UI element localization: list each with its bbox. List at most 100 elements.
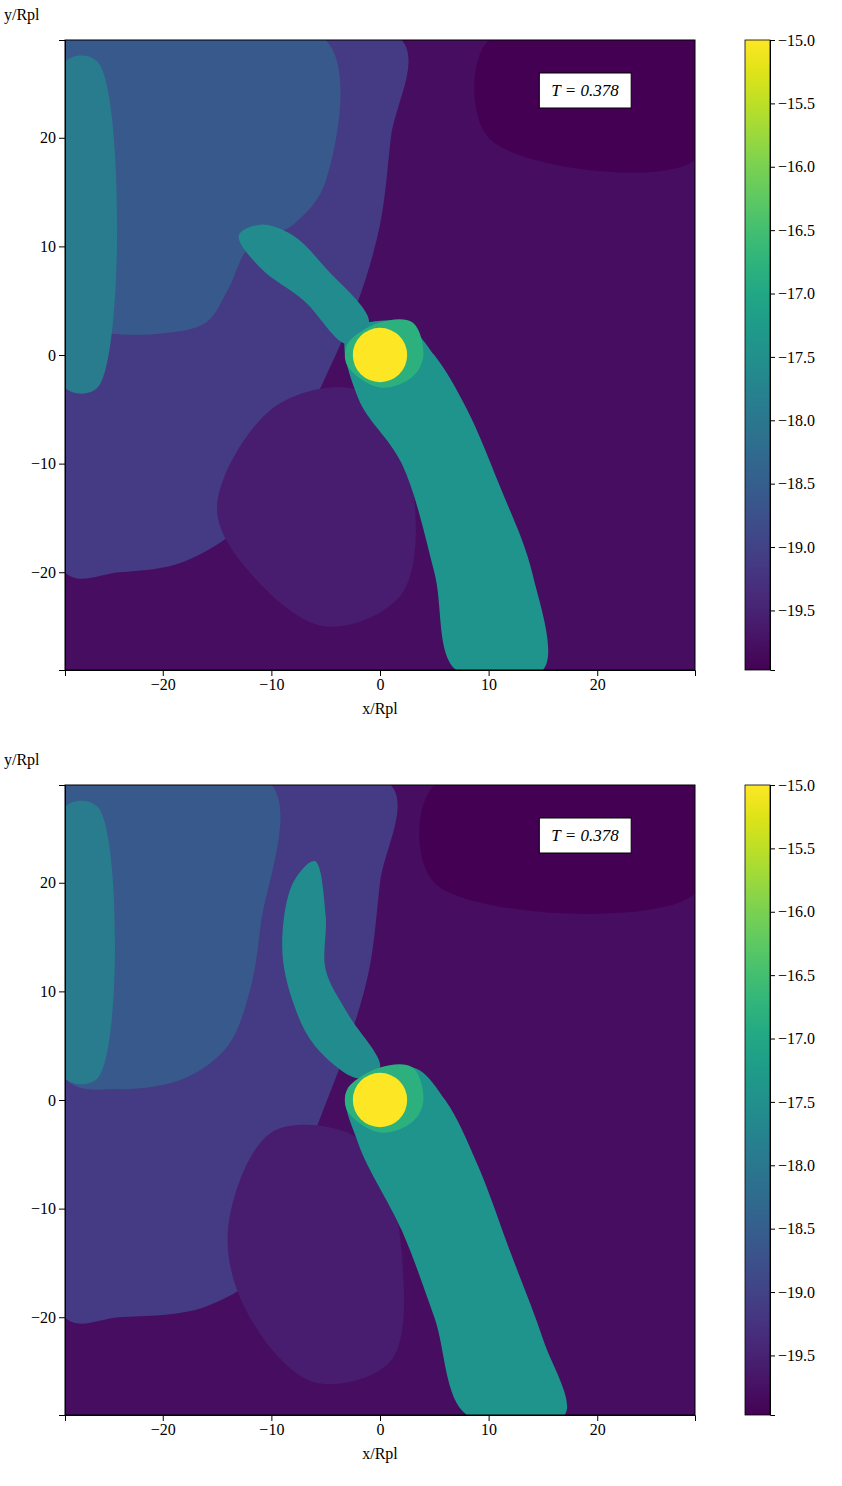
colorbar-axis-tick-label: −17.0 — [778, 1030, 815, 1047]
x-axis: −20−1001020 — [66, 1415, 696, 1438]
density-region — [419, 785, 695, 914]
colorbar-axis-line — [771, 786, 776, 1416]
x-axis-line — [66, 1416, 696, 1422]
colorbar-axis-tick-label: −15.5 — [778, 840, 815, 857]
x-axis-tick-label: −10 — [259, 1421, 284, 1438]
y-axis-tick-mark — [59, 1209, 65, 1210]
y-axis-tick-label: 10 — [40, 983, 56, 1000]
colorbar-axis-tick-label: −16.5 — [778, 967, 815, 984]
x-axis-tick-mark — [489, 670, 490, 676]
y-axis-tick: −10 — [31, 455, 65, 472]
colorbar-axis-tick: −17.0 — [770, 1030, 815, 1047]
x-axis-tick-mark — [271, 670, 272, 676]
y-axis-tick-label: 0 — [48, 1092, 56, 1109]
x-axis-tick: 20 — [590, 1415, 606, 1438]
colorbar-axis-tick-label: −15.0 — [778, 32, 815, 49]
colorbar-axis-tick: −18.0 — [770, 1157, 815, 1174]
y-axis-tick-mark — [59, 1317, 65, 1318]
density-region — [345, 319, 424, 388]
x-axis-tick-label: 10 — [481, 676, 497, 693]
colorbar-axis-tick-mark — [770, 230, 775, 231]
y-axis-title: y/Rpl — [4, 751, 40, 769]
plot-frame — [65, 40, 695, 670]
colorbar-axis-tick-mark — [770, 1102, 775, 1103]
x-axis-tick: −20 — [151, 670, 176, 693]
colorbar-axis-tick-label: −18.5 — [778, 1220, 815, 1237]
colorbar-axis-tick-mark — [770, 357, 775, 358]
y-axis-title: y/Rpl — [4, 6, 40, 24]
colorbar-axis-tick: −19.0 — [770, 1284, 815, 1301]
x-axis-tick-label: 0 — [377, 676, 385, 693]
y-axis-tick-label: −10 — [31, 455, 56, 472]
y-axis-tick: 20 — [40, 874, 65, 891]
density-region — [344, 321, 548, 670]
colorbar-axis-tick-label: −17.0 — [778, 285, 815, 302]
colorbar — [745, 785, 770, 1415]
x-axis-tick-label: −10 — [259, 676, 284, 693]
x-axis-tick: 10 — [481, 670, 497, 693]
x-axis-tick: 0 — [377, 1415, 385, 1438]
x-axis-tick-mark — [271, 1415, 272, 1421]
colorbar-axis-tick: −17.0 — [770, 285, 815, 302]
colorbar-axis-tick: −19.5 — [770, 1347, 815, 1364]
density-field — [65, 40, 695, 670]
x-axis-tick-mark — [380, 1415, 381, 1421]
colorbar-axis-tick-label: −19.0 — [778, 1284, 815, 1301]
title-box: T = 0.378 — [539, 818, 631, 853]
title-frame — [539, 73, 631, 108]
y-axis-tick-mark — [59, 355, 65, 356]
colorbar-axis-tick-label: −16.0 — [778, 903, 815, 920]
y-axis-tick: 10 — [40, 238, 65, 255]
colorbar-axis: −15.0 −15.5 −16.0 −16.5 −17.0 −17.5 −18.0 −18.5… — [770, 777, 815, 1416]
colorbar-axis-line — [771, 41, 776, 671]
colorbar-axis-tick-mark — [770, 167, 775, 168]
y-axis-tick-mark — [59, 464, 65, 465]
panel: −20−1001020−20−1001020x/Rply/RplT = 0.37… — [4, 747, 815, 1463]
colorbar-axis-tick-mark — [770, 1165, 775, 1166]
colorbar-axis-tick: −18.0 — [770, 412, 815, 429]
colorbar-axis-tick-label: −16.5 — [778, 222, 815, 239]
x-axis-tick-mark — [597, 670, 598, 676]
planet — [353, 328, 407, 382]
density-region — [239, 225, 370, 345]
colorbar-axis-tick: −18.5 — [770, 475, 815, 492]
x-axis-tick-mark — [163, 670, 164, 676]
colorbar-axis-tick-mark — [770, 975, 775, 976]
colorbar-axis-tick: −15.5 — [770, 95, 815, 112]
x-axis-tick: −20 — [151, 1415, 176, 1438]
colorbar-axis-tick-label: −16.0 — [778, 158, 815, 175]
x-axis-tick-label: −20 — [151, 676, 176, 693]
x-axis: −20 −10 0 10 20 — [66, 670, 696, 693]
colorbar-axis-tick-label: −18.5 — [778, 475, 815, 492]
x-axis-tick-label: 20 — [590, 676, 606, 693]
density-region — [345, 1067, 567, 1415]
density-region — [474, 40, 695, 173]
x-axis-title: x/Rpl — [362, 1445, 398, 1463]
colorbar-axis-tick-label: −17.5 — [778, 349, 815, 366]
colorbar-axis-tick-mark — [770, 420, 775, 421]
colorbar-axis-tick-label: −15.5 — [778, 95, 815, 112]
y-axis: −20−1001020 — [31, 41, 66, 671]
colorbar-axis-tick-mark — [770, 547, 775, 548]
y-axis-tick: −10 — [31, 1200, 65, 1217]
x-axis-tick: −10 — [259, 670, 284, 693]
title: T = 0.378 — [551, 81, 619, 100]
colorbar-axis-tick-label: −15.0 — [778, 777, 815, 794]
colorbar-axis: −15.0 −15.5 −16.0 −16.5 −17.0 −17.5 −18.0 −18.5… — [770, 32, 815, 671]
y-axis-tick-label: 20 — [40, 129, 56, 146]
colorbar-axis-tick: −16.5 — [770, 222, 815, 239]
y-axis-tick-mark — [59, 1100, 65, 1101]
y-axis-tick-label: 20 — [40, 874, 56, 891]
x-axis-tick: 20 — [590, 670, 606, 693]
y-axis-tick: 0 — [48, 1092, 65, 1109]
colorbar-axis-tick-label: −19.5 — [778, 1347, 815, 1364]
colorbar-axis-tick-mark — [770, 1039, 775, 1040]
colorbar-axis-tick: −15.0 — [770, 32, 815, 49]
colorbar-axis-tick-mark — [770, 40, 775, 41]
colorbar-axis-tick-mark — [770, 1229, 775, 1230]
colorbar-axis-tick-label: −17.5 — [778, 1094, 815, 1111]
y-axis-tick-mark — [59, 991, 65, 992]
figure: −20 −10 0 10 20 −20 −10 0 10 20 x/Rpl y/Rpl T = 0.37… — [0, 0, 842, 1486]
title: T = 0.378 — [551, 826, 619, 845]
colorbar-axis-tick-mark — [770, 610, 775, 611]
